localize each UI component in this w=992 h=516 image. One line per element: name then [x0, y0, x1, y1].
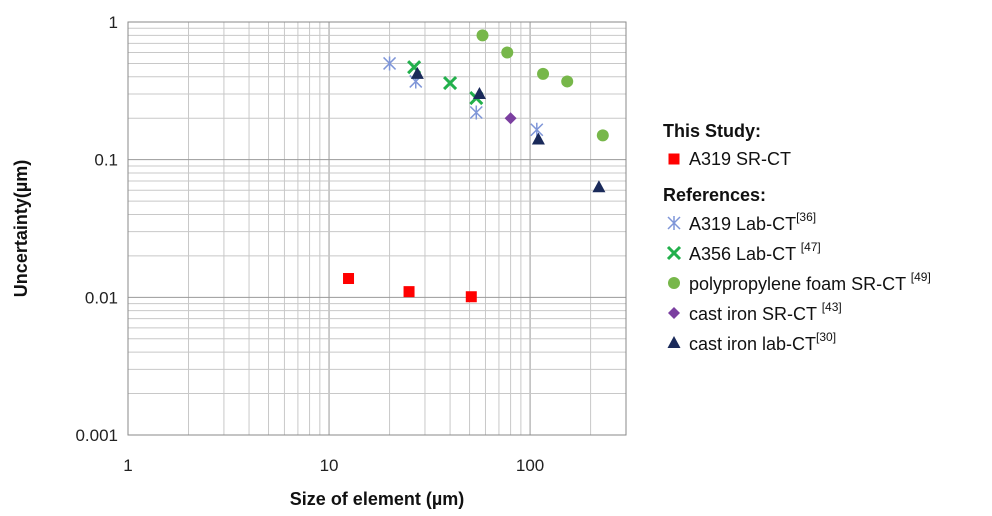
plot-area [127, 21, 627, 436]
series-2 [407, 60, 484, 106]
data-point [531, 132, 545, 145]
data-point [476, 29, 489, 42]
legend-item-cast-iron-lab-ct: cast iron lab-CT[30] [663, 328, 988, 358]
legend-item-a319-lab-ct: A319 Lab-CT[36] [663, 208, 988, 238]
data-point [469, 105, 483, 120]
legend-ref: [30] [816, 329, 837, 344]
legend-marker-asterisk-icon [663, 212, 685, 234]
x-tick-label: 10 [320, 456, 339, 475]
legend-item-polypropylene-foam: polypropylene foam SR-CT [49] [663, 268, 988, 298]
legend-item-a356-lab-ct: A356 Lab-CT [47] [663, 238, 988, 268]
legend-marker-shape [667, 216, 681, 230]
legend-label: polypropylene foam SR-CT [689, 273, 911, 294]
legend-marker-square-icon [663, 148, 685, 170]
data-point [501, 46, 514, 59]
data-point [530, 122, 544, 137]
x-tick-label: 1 [123, 456, 132, 475]
series-1 [383, 56, 544, 137]
legend-marker-shape [668, 277, 680, 289]
legend-label: A319 Lab-CT [689, 213, 797, 234]
data-point [443, 76, 458, 91]
data-point [504, 112, 517, 125]
x-tick-label: 100 [516, 456, 544, 475]
data-point [410, 66, 424, 79]
legend-ref: [47] [800, 239, 821, 254]
y-tick-label: 0.001 [75, 426, 118, 445]
data-point [383, 56, 397, 71]
series-5 [410, 66, 606, 193]
series-3 [476, 29, 609, 142]
data-point [592, 180, 606, 193]
legend-marker-diamond-icon [663, 302, 685, 324]
legend-marker-x-icon [663, 242, 685, 264]
data-point [403, 286, 415, 298]
legend-label: cast iron lab-CT [689, 333, 817, 354]
legend-label: A319 SR-CT [689, 148, 792, 169]
legend-marker-shape [668, 307, 680, 319]
legend-ref: [49] [910, 269, 931, 284]
legend-heading-references: References: [663, 185, 767, 205]
legend-marker-circle-icon [663, 272, 685, 294]
data-point [343, 273, 355, 285]
y-axis-title: Uncertainty(µm) [11, 160, 31, 297]
y-tick-label: 1 [109, 13, 118, 32]
x-axis-title: Size of element (µm) [290, 489, 464, 509]
legend-item-cast-iron-sr-ct: cast iron SR-CT [43] [663, 298, 988, 328]
legend-marker-shape [666, 245, 682, 261]
legend-marker-triangle-icon [663, 332, 685, 354]
legend-label: cast iron SR-CT [689, 303, 822, 324]
data-point [465, 291, 477, 303]
data-point [596, 129, 609, 142]
series-4 [504, 112, 517, 125]
legend-label: A356 Lab-CT [689, 243, 801, 264]
data-point [561, 75, 574, 88]
y-tick-label: 0.01 [85, 288, 118, 307]
legend: This Study: A319 SR-CT References: A319 … [663, 118, 988, 358]
data-markers [343, 29, 609, 303]
data-point [472, 86, 486, 99]
legend-item-a319-sr-ct: A319 SR-CT [663, 144, 988, 174]
legend-marker-shape [668, 153, 680, 165]
tick-labels: 1 10 100 1 0.1 0.01 0.001 [75, 13, 544, 475]
legend-heading-study: This Study: [663, 121, 761, 141]
legend-marker-shape [667, 336, 681, 348]
legend-ref: [43] [821, 299, 842, 314]
grid [127, 21, 627, 436]
data-point [537, 67, 550, 80]
y-tick-label: 0.1 [94, 151, 118, 170]
series-0 [343, 273, 477, 303]
legend-ref: [36] [796, 209, 817, 224]
